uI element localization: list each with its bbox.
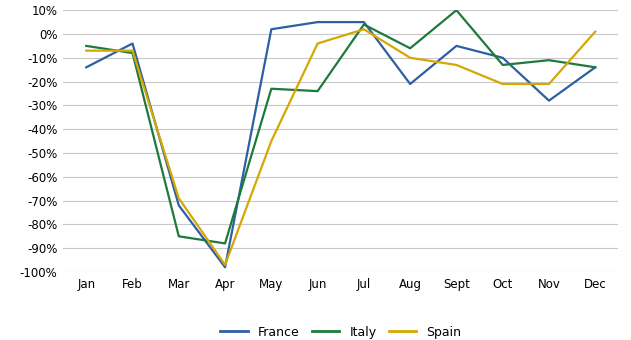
France	[545, 99, 553, 103]
Italy	[499, 63, 507, 67]
Italy	[452, 8, 460, 12]
Spain	[360, 27, 368, 31]
Line: France: France	[86, 22, 595, 267]
France	[360, 20, 368, 24]
France	[406, 82, 414, 86]
Italy	[360, 22, 368, 27]
France	[591, 65, 599, 69]
Italy	[83, 44, 90, 48]
Line: Italy: Italy	[86, 10, 595, 243]
Spain	[314, 41, 321, 46]
Italy	[545, 58, 553, 62]
Legend: France, Italy, Spain: France, Italy, Spain	[220, 326, 461, 339]
Line: Spain: Spain	[86, 29, 595, 265]
Spain	[129, 49, 136, 53]
Spain	[452, 63, 460, 67]
Spain	[221, 263, 229, 267]
Spain	[499, 82, 507, 86]
France	[129, 41, 136, 46]
Spain	[175, 196, 182, 200]
France	[268, 27, 275, 31]
France	[314, 20, 321, 24]
Italy	[406, 46, 414, 50]
Spain	[406, 56, 414, 60]
Italy	[314, 89, 321, 93]
France	[175, 203, 182, 207]
France	[452, 44, 460, 48]
France	[221, 265, 229, 269]
Italy	[591, 65, 599, 69]
Italy	[221, 241, 229, 245]
Italy	[175, 234, 182, 238]
France	[83, 65, 90, 69]
Spain	[545, 82, 553, 86]
Italy	[129, 51, 136, 55]
France	[499, 56, 507, 60]
Spain	[591, 30, 599, 34]
Spain	[83, 49, 90, 53]
Spain	[268, 139, 275, 143]
Italy	[268, 87, 275, 91]
